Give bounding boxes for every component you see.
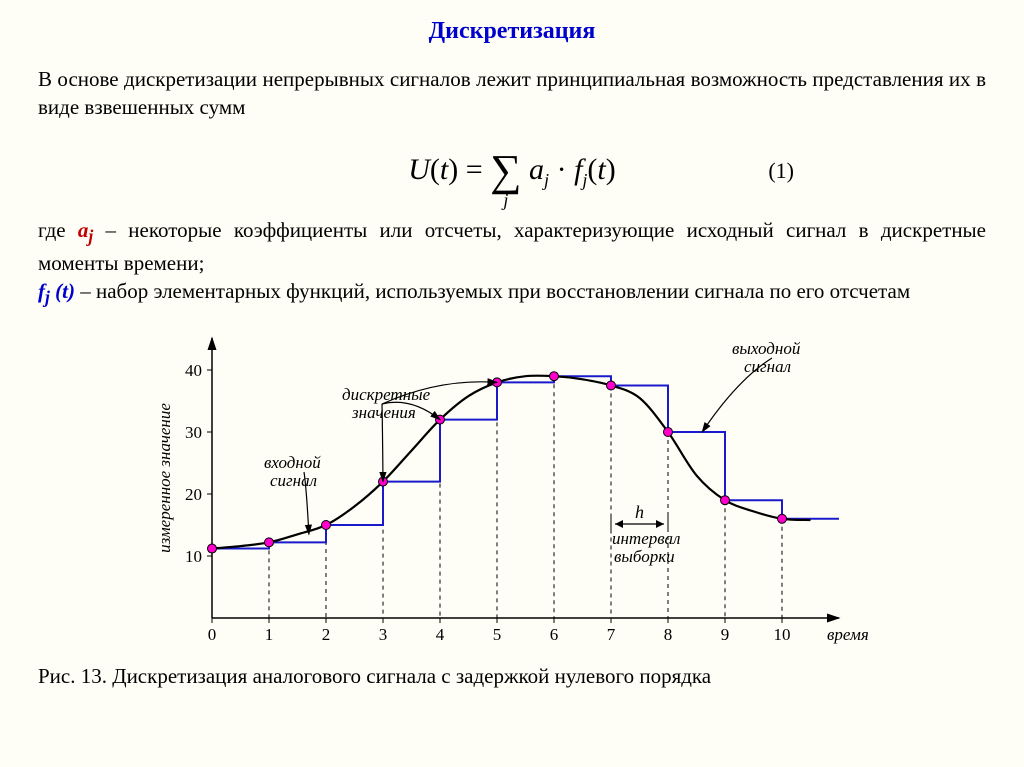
svg-text:дискретные: дискретные xyxy=(342,385,431,404)
svg-text:20: 20 xyxy=(185,485,202,504)
aj-symbol: aj xyxy=(78,218,93,242)
svg-text:8: 8 xyxy=(664,625,673,644)
figure-caption: Рис. 13. Дискретизация аналогового сигна… xyxy=(38,664,986,689)
svg-text:интервал: интервал xyxy=(612,529,680,548)
intro-paragraph: В основе дискретизации непрерывных сигна… xyxy=(38,65,986,122)
svg-text:выборки: выборки xyxy=(614,547,675,566)
svg-text:40: 40 xyxy=(185,361,202,380)
svg-text:1: 1 xyxy=(265,625,274,644)
equation-number: (1) xyxy=(768,158,794,184)
svg-text:сигнал: сигнал xyxy=(270,471,317,490)
svg-text:сигнал: сигнал xyxy=(744,357,791,376)
svg-text:6: 6 xyxy=(550,625,559,644)
svg-text:измеренное значение: измеренное значение xyxy=(155,402,174,552)
svg-text:выходной: выходной xyxy=(732,339,801,358)
svg-text:10: 10 xyxy=(774,625,791,644)
svg-text:10: 10 xyxy=(185,547,202,566)
svg-text:9: 9 xyxy=(721,625,730,644)
svg-text:3: 3 xyxy=(379,625,388,644)
svg-text:5: 5 xyxy=(493,625,502,644)
formula-row: U(t) = ∑j aj · fj(t) (1) xyxy=(0,136,1024,206)
svg-text:входной: входной xyxy=(264,453,321,472)
where-2: – набор элементарных функций, используем… xyxy=(75,279,910,303)
where-lead: где xyxy=(38,218,78,242)
svg-text:значения: значения xyxy=(351,403,416,422)
discretization-chart: 0 1 2 3 4 5 6 7 8 9 10 10 20 30 40 время измеренное знач… xyxy=(152,328,872,658)
svg-text:h: h xyxy=(635,502,644,522)
svg-text:0: 0 xyxy=(208,625,217,644)
svg-text:2: 2 xyxy=(322,625,331,644)
formula: U(t) = ∑j aj · fj(t) xyxy=(408,149,616,193)
svg-text:4: 4 xyxy=(436,625,445,644)
where-1b: – некоторые коэффициенты или отсчеты, ха… xyxy=(38,218,986,275)
fj-symbol: fj (t) xyxy=(38,279,75,303)
svg-text:время: время xyxy=(827,625,869,644)
page-title: Дискретизация xyxy=(0,0,1024,55)
where-paragraph: где aj – некоторые коэффициенты или отсч… xyxy=(38,216,986,310)
svg-text:30: 30 xyxy=(185,423,202,442)
svg-text:7: 7 xyxy=(607,625,616,644)
